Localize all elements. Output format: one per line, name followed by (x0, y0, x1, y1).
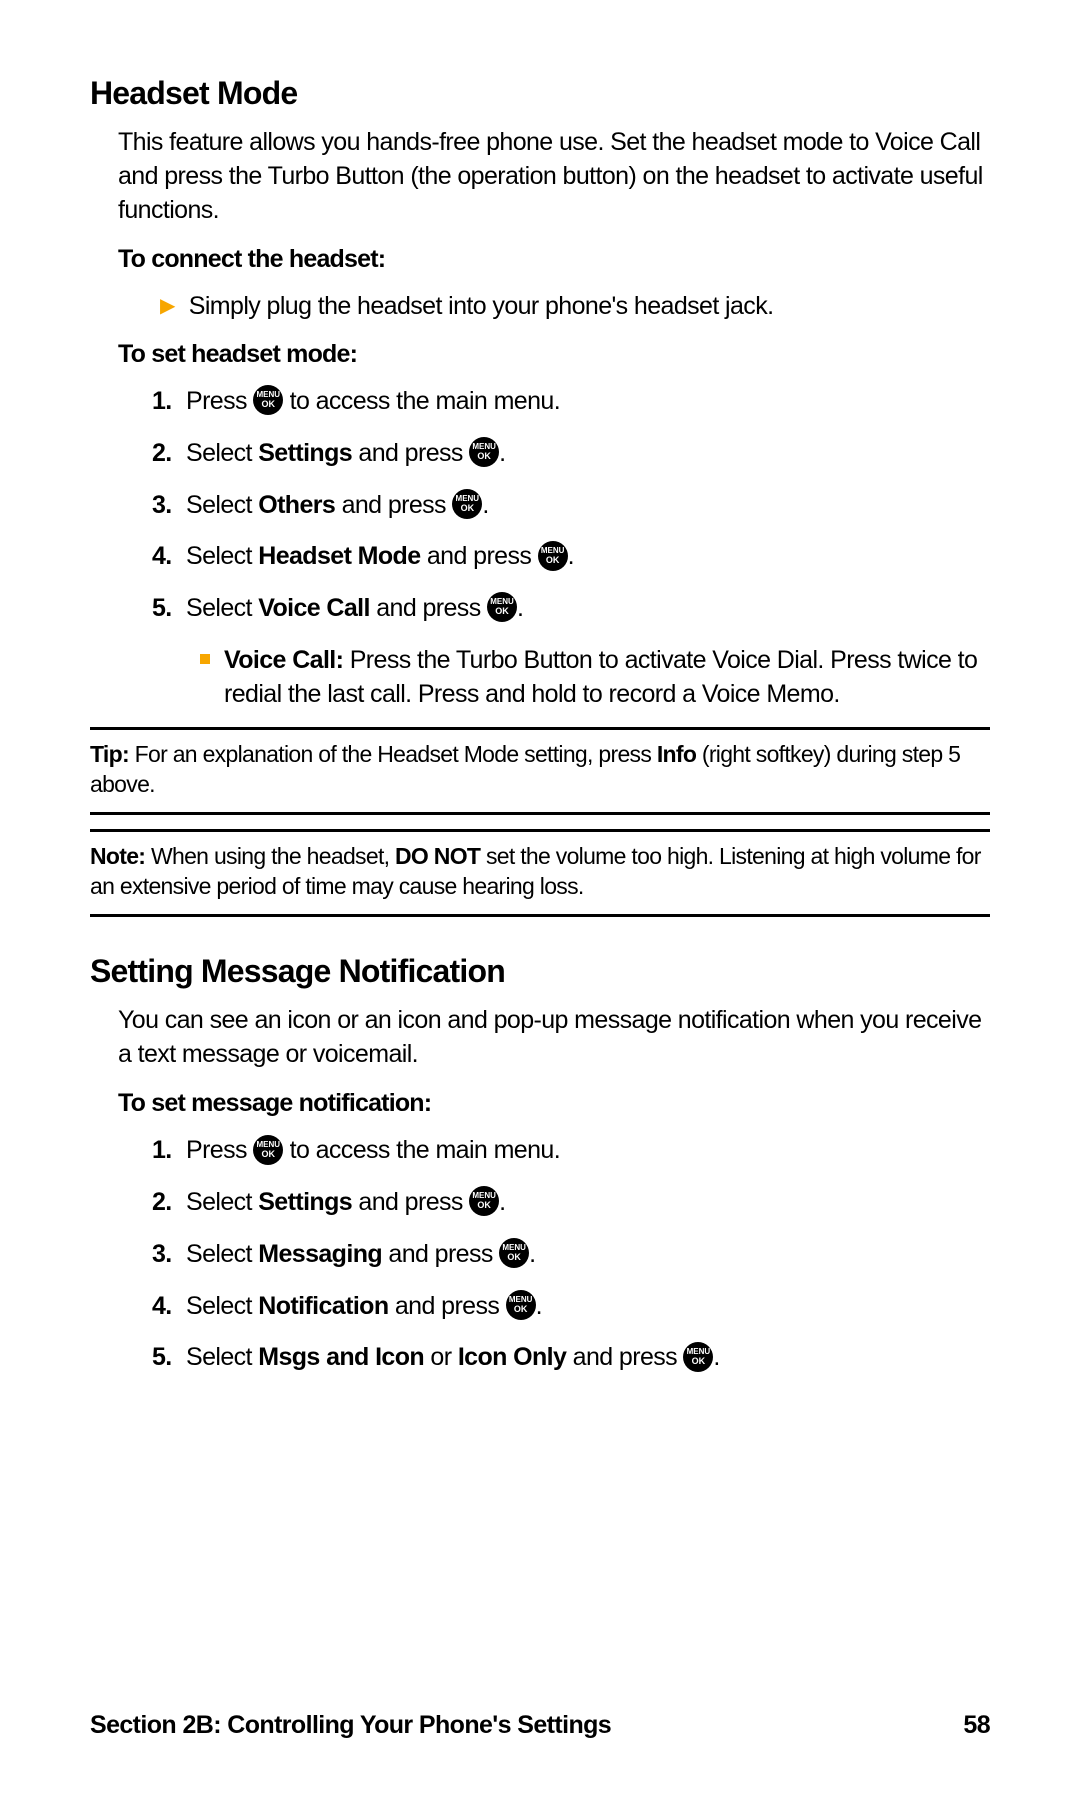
step-number: 2. (152, 1186, 186, 1220)
footer-page-number: 58 (963, 1711, 990, 1740)
step-number: 1. (152, 385, 186, 419)
footer-section-title: Section 2B: Controlling Your Phone's Set… (90, 1711, 611, 1740)
step-text: Select Others and press MENUOK. (186, 489, 990, 523)
step-number: 2. (152, 437, 186, 471)
bullet-text: Simply plug the headset into your phone'… (189, 290, 774, 324)
menu-ok-button-icon: MENUOK (469, 1186, 499, 1216)
heading-message-notification: Setting Message Notification (90, 953, 990, 990)
heading-headset-mode: Headset Mode (90, 75, 990, 112)
page-content: Headset Mode This feature allows you han… (0, 0, 1080, 1375)
tip-block: Tip: For an explanation of the Headset M… (90, 727, 990, 815)
step-text: Select Headset Mode and press MENUOK. (186, 540, 990, 574)
step-2: 2. Select Settings and press MENUOK. (152, 437, 990, 471)
step-number: 4. (152, 540, 186, 574)
step-4: 4. Select Headset Mode and press MENUOK. (152, 540, 990, 574)
step-text: Select Msgs and Icon or Icon Only and pr… (186, 1341, 990, 1375)
step-number: 4. (152, 1290, 186, 1324)
note-block: Note: When using the headset, DO NOT set… (90, 829, 990, 917)
step-1: 1. Press MENUOK to access the main menu. (152, 385, 990, 419)
step-text: Select Settings and press MENUOK. (186, 1186, 990, 1220)
menu-ok-button-icon: MENUOK (538, 541, 568, 571)
steps-headset-mode: 1. Press MENUOK to access the main menu.… (152, 385, 990, 626)
menu-ok-button-icon: MENUOK (469, 437, 499, 467)
triangle-bullet-icon: ▶ (160, 293, 175, 320)
sub-bullet-voice-call: Voice Call: Press the Turbo Button to ac… (200, 644, 990, 712)
sub-bullet-text: Voice Call: Press the Turbo Button to ac… (224, 644, 990, 712)
step-number: 3. (152, 489, 186, 523)
step-3: 3. Select Others and press MENUOK. (152, 489, 990, 523)
step-number: 3. (152, 1238, 186, 1272)
step-text: Press MENUOK to access the main menu. (186, 385, 990, 419)
step-3: 3. Select Messaging and press MENUOK. (152, 1238, 990, 1272)
step-number: 5. (152, 1341, 186, 1375)
step-5: 5. Select Voice Call and press MENUOK. (152, 592, 990, 626)
menu-ok-button-icon: MENUOK (499, 1238, 529, 1268)
step-text: Select Notification and press MENUOK. (186, 1290, 990, 1324)
step-5: 5. Select Msgs and Icon or Icon Only and… (152, 1341, 990, 1375)
subhead-set-headset-mode: To set headset mode: (118, 340, 990, 369)
menu-ok-button-icon: MENUOK (253, 1135, 283, 1165)
menu-ok-button-icon: MENUOK (683, 1342, 713, 1372)
step-text: Select Messaging and press MENUOK. (186, 1238, 990, 1272)
step-text: Select Settings and press MENUOK. (186, 437, 990, 471)
square-bullet-icon (200, 654, 210, 664)
step-4: 4. Select Notification and press MENUOK. (152, 1290, 990, 1324)
step-number: 5. (152, 592, 186, 626)
menu-ok-button-icon: MENUOK (487, 592, 517, 622)
menu-ok-button-icon: MENUOK (452, 489, 482, 519)
step-text: Press MENUOK to access the main menu. (186, 1134, 990, 1168)
subhead-connect-headset: To connect the headset: (118, 245, 990, 274)
steps-message-notification: 1. Press MENUOK to access the main menu.… (152, 1134, 990, 1375)
page-footer: Section 2B: Controlling Your Phone's Set… (90, 1711, 990, 1740)
menu-ok-button-icon: MENUOK (253, 385, 283, 415)
intro-message-notification: You can see an icon or an icon and pop-u… (118, 1004, 990, 1072)
intro-headset-mode: This feature allows you hands-free phone… (118, 126, 990, 227)
bullet-connect-headset: ▶ Simply plug the headset into your phon… (160, 290, 990, 324)
step-text: Select Voice Call and press MENUOK. (186, 592, 990, 626)
menu-ok-button-icon: MENUOK (506, 1290, 536, 1320)
step-2: 2. Select Settings and press MENUOK. (152, 1186, 990, 1220)
step-number: 1. (152, 1134, 186, 1168)
step-1: 1. Press MENUOK to access the main menu. (152, 1134, 990, 1168)
subhead-set-message-notification: To set message notification: (118, 1089, 990, 1118)
